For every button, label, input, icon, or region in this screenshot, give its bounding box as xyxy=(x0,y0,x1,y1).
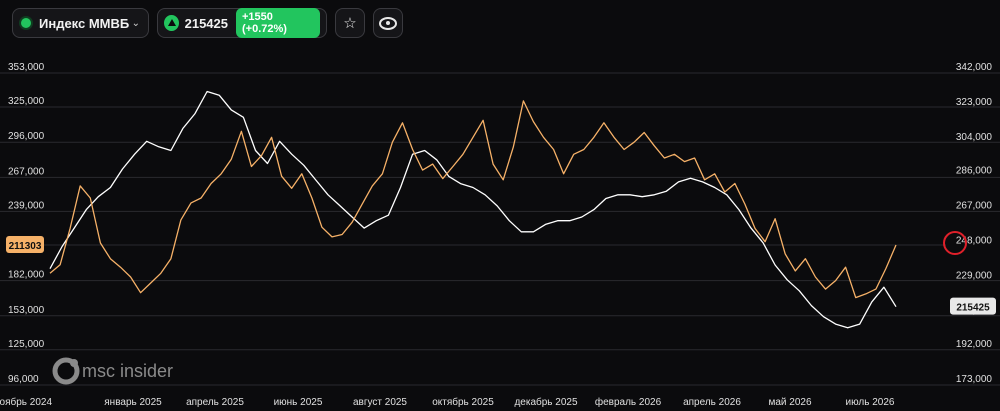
right-tick-label: 267,000 xyxy=(956,200,993,211)
watermark: msc insider xyxy=(52,357,173,385)
grid-lines xyxy=(0,72,1000,386)
left-tick-label: 153,000 xyxy=(8,305,45,316)
left-tick-label: 96,000 xyxy=(8,374,39,385)
change-badge: +1550 (+0.72%) xyxy=(236,8,320,38)
right-tick-label: 286,000 xyxy=(956,165,993,176)
ticker-selector[interactable]: Индекс ММВБ ⌄ xyxy=(12,8,149,38)
x-tick-label: ноябрь 2024 xyxy=(0,396,52,408)
msc-logo-icon xyxy=(52,357,80,385)
x-tick-label: январь 2025 xyxy=(104,397,162,408)
left-tick-label: 239,000 xyxy=(8,200,45,211)
right-tick-label: 229,000 xyxy=(956,271,993,282)
right-axis: 173,000192,000210,000229,000248,000267,0… xyxy=(956,62,993,385)
x-tick-label: декабрь 2025 xyxy=(514,396,578,408)
x-tick-label: май 2026 xyxy=(768,397,811,408)
series-line-white xyxy=(49,90,897,329)
left-tick-label: 353,000 xyxy=(8,62,45,73)
current-price: 215425 xyxy=(184,15,228,31)
left-tick-label: 267,000 xyxy=(8,166,45,177)
x-tick-label: апрель 2025 xyxy=(186,397,244,408)
toolbar: Индекс ММВБ ⌄ 215425 +1550 (+0.72%) ☆ xyxy=(12,8,403,40)
x-tick-label: июнь 2025 xyxy=(274,397,323,408)
right-tick-label: 173,000 xyxy=(956,374,993,385)
right-value-label: 215425 xyxy=(956,303,990,314)
x-tick-label: июль 2026 xyxy=(846,397,895,408)
left-tick-label: 296,000 xyxy=(8,131,45,142)
ticker-name: Индекс ММВБ xyxy=(39,15,130,31)
price-display: 215425 +1550 (+0.72%) xyxy=(157,8,327,38)
right-tick-label: 192,000 xyxy=(956,339,993,350)
right-tick-label: 323,000 xyxy=(956,97,993,108)
right-tick-label: 248,000 xyxy=(956,236,993,247)
series-layer xyxy=(49,90,897,329)
series-line-orange xyxy=(49,100,897,299)
right-value-tag xyxy=(950,297,996,315)
visibility-button[interactable] xyxy=(373,8,403,38)
x-tick-label: февраль 2026 xyxy=(595,396,662,408)
value-tags: 211303 215425 xyxy=(6,231,996,315)
left-value-label: 211303 xyxy=(9,241,42,252)
star-icon: ☆ xyxy=(343,15,357,32)
highlight-marker xyxy=(943,231,967,256)
left-tick-label: 182,000 xyxy=(8,270,45,281)
x-tick-label: апрель 2026 xyxy=(683,397,741,408)
right-tick-label: 342,000 xyxy=(956,62,993,73)
x-tick-label: август 2025 xyxy=(353,397,407,408)
x-axis: ноябрь 2024 январь 2025 апрель 2025 июнь 20… xyxy=(0,396,895,408)
left-value-tag xyxy=(6,236,44,254)
status-dot xyxy=(21,18,31,28)
favorite-button[interactable]: ☆ xyxy=(335,8,365,38)
chevron-down-icon: ⌄ xyxy=(131,17,140,29)
eye-icon xyxy=(379,16,397,30)
left-axis: 96,000 125,000 153,000 182,000 239,000 267,00… xyxy=(8,62,45,385)
watermark-text: msc insider xyxy=(82,361,173,381)
left-tick-label: 125,000 xyxy=(8,339,45,350)
x-tick-label: октябрь 2025 xyxy=(432,396,494,408)
left-tick-label: 325,000 xyxy=(8,96,45,107)
price-up-icon xyxy=(164,15,179,31)
right-tick-label: 304,000 xyxy=(956,132,993,143)
